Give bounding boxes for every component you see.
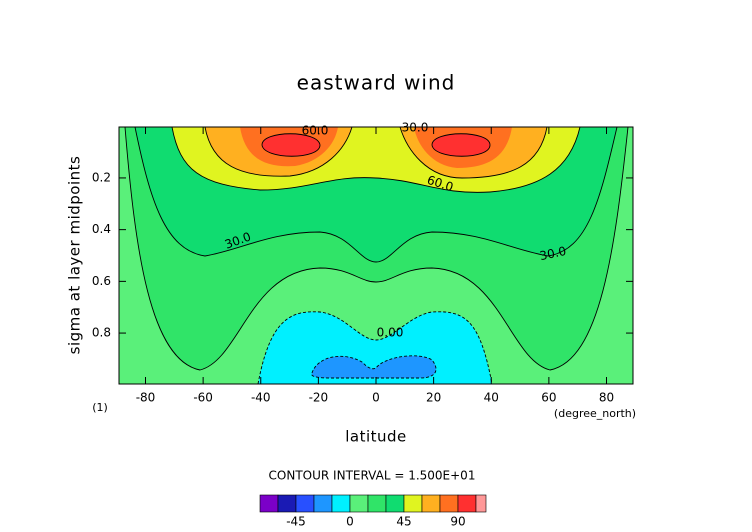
- contour-line: [261, 133, 491, 157]
- x-tick-label: 40: [484, 391, 499, 405]
- y-tick-label: 0.2: [92, 170, 111, 184]
- contour-label: 0.00: [377, 326, 404, 340]
- colorbar-box: [259, 494, 279, 513]
- contour-interval: CONTOUR INTERVAL = 1.500E+01: [269, 469, 476, 483]
- contour-band: [311, 355, 436, 378]
- contour-line: [134, 126, 618, 263]
- colorbar-box: [367, 494, 387, 513]
- colorbar-box: [277, 494, 297, 513]
- contour-band: [262, 133, 490, 157]
- colorbar-tick-label: -45: [286, 515, 306, 529]
- x-tick-label: 20: [426, 391, 441, 405]
- y-tick-label: 0.4: [92, 222, 111, 236]
- y-units: (1): [92, 401, 108, 414]
- colorbar-box: [349, 494, 369, 513]
- y-tick-label: 0.8: [92, 326, 111, 340]
- colorbar-over: [475, 494, 487, 513]
- colorbar-tick-label: 90: [450, 515, 465, 529]
- x-tick-label: -20: [309, 391, 329, 405]
- colorbar-box: [295, 494, 315, 513]
- colorbar-tick-label: 45: [396, 515, 411, 529]
- contour-line: [257, 311, 493, 385]
- x-tick-label: -40: [251, 391, 271, 405]
- x-tick-label: 80: [599, 391, 614, 405]
- contour-line: [124, 126, 629, 371]
- contour-line: [204, 126, 548, 179]
- colorbar-box: [421, 494, 441, 513]
- colorbar-box: [403, 494, 423, 513]
- colorbar-box: [439, 494, 459, 513]
- x-units: (degree_north): [554, 407, 636, 420]
- contour-label: 30.0: [538, 244, 567, 263]
- x-tick-label: -80: [136, 391, 156, 405]
- chart-title: eastward wind: [297, 71, 456, 95]
- contour-label: 60.0: [302, 124, 329, 138]
- y-axis-label: sigma at layer midpoints: [66, 156, 84, 355]
- contour-line: [171, 126, 581, 193]
- colorbar-tick-label: 0: [346, 515, 354, 529]
- x-tick-label: 0: [372, 391, 380, 405]
- colorbar-box: [331, 494, 351, 513]
- colorbar-box: [313, 494, 333, 513]
- x-axis-label: latitude: [345, 428, 407, 446]
- x-tick-label: -60: [193, 391, 213, 405]
- y-tick-label: 0.6: [92, 274, 111, 288]
- x-tick-label: 60: [541, 391, 556, 405]
- colorbar-box: [385, 494, 405, 513]
- colorbar-box: [457, 494, 477, 513]
